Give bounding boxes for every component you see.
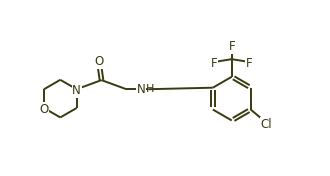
Text: O: O bbox=[94, 55, 104, 68]
Text: F: F bbox=[246, 57, 253, 70]
Text: N: N bbox=[137, 83, 146, 96]
Text: Cl: Cl bbox=[261, 118, 272, 131]
Text: O: O bbox=[39, 103, 49, 116]
Text: F: F bbox=[228, 40, 235, 53]
Text: N: N bbox=[72, 84, 81, 97]
Text: F: F bbox=[211, 57, 217, 70]
Text: H: H bbox=[146, 84, 154, 94]
